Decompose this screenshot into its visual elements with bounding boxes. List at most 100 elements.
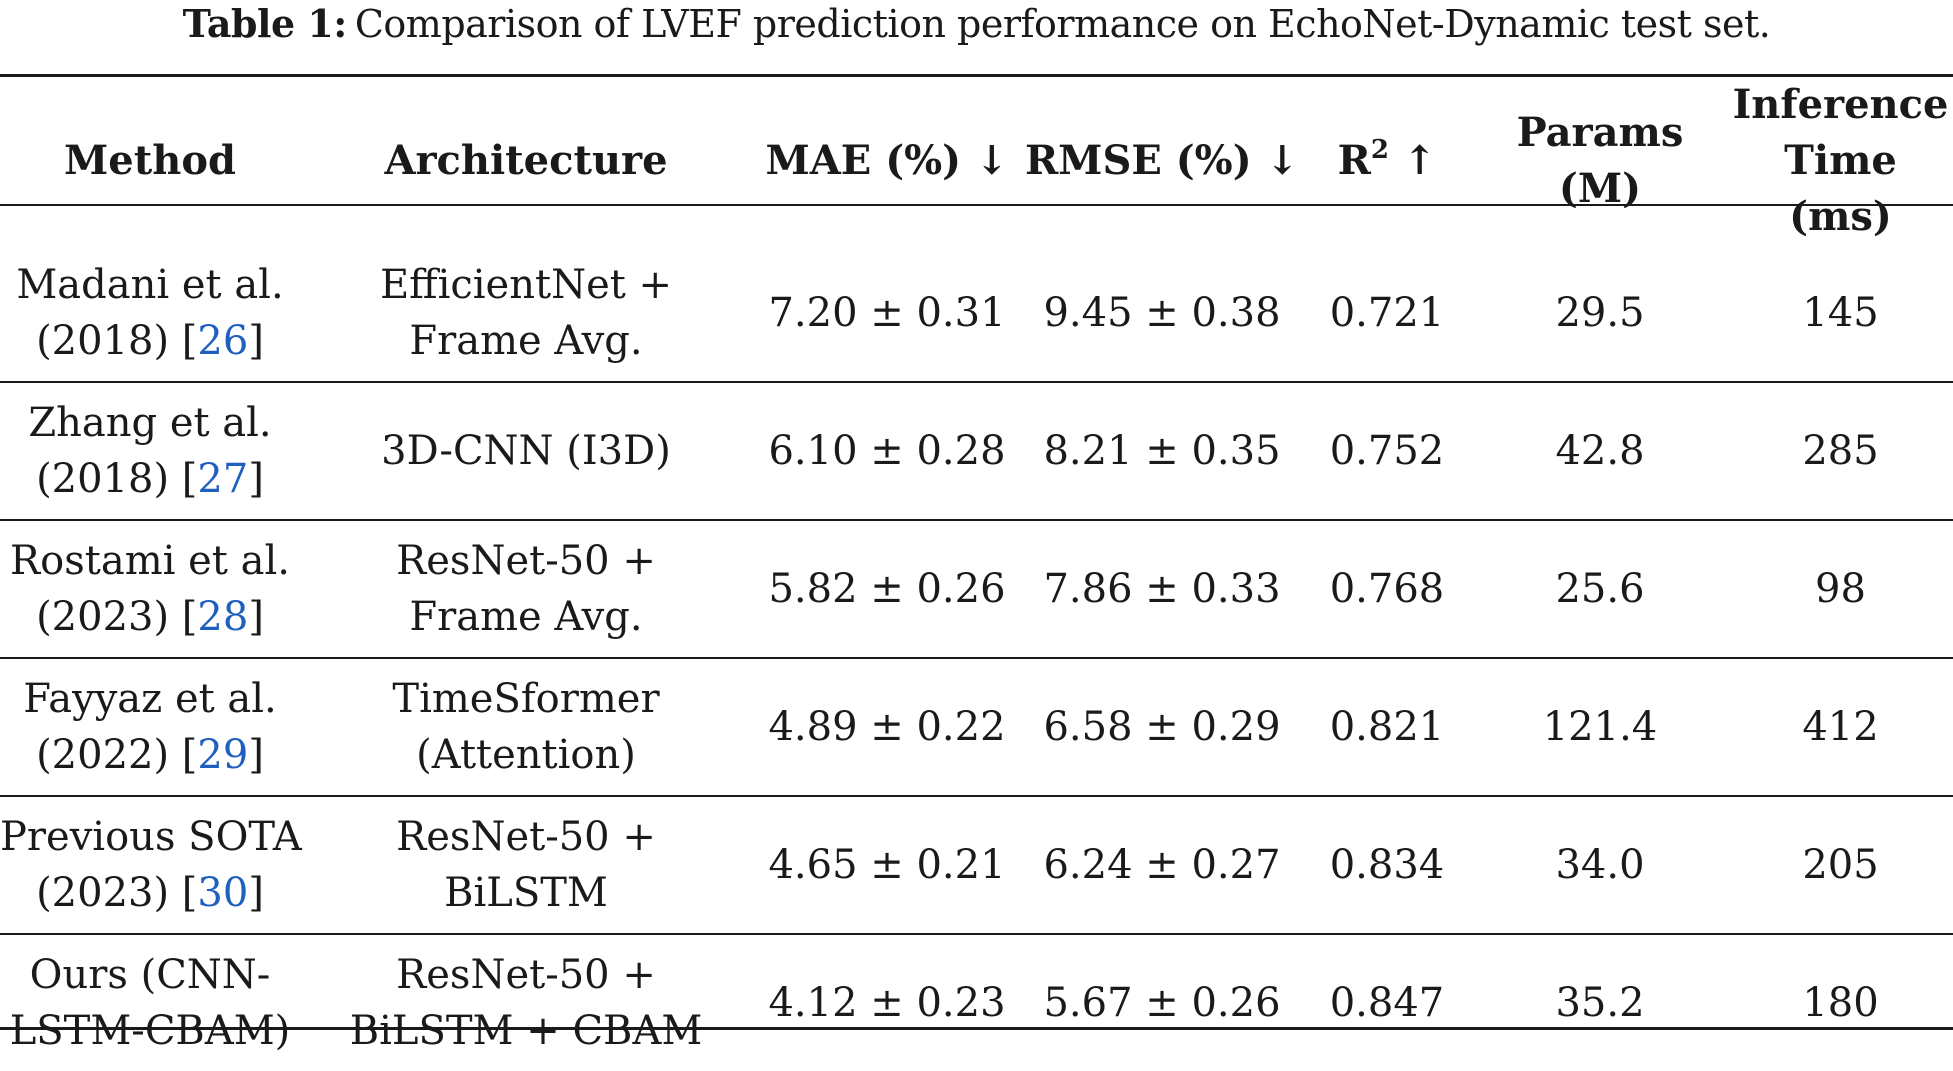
method-year-close: ] [248, 456, 264, 502]
citation-link[interactable]: 27 [197, 456, 249, 502]
architecture-line1: 3D-CNN (I3D) [381, 428, 671, 474]
method-name: Rostami et al. [10, 538, 290, 584]
caption-text: Comparison of LVEF prediction performanc… [354, 2, 1771, 46]
table-row: Zhang et al. (2018) [27] 3D-CNN (I3D) 6.10 … [0, 381, 1953, 520]
cell-architecture: EfficientNet + Frame Avg. [300, 245, 752, 382]
architecture-line1: TimeSformer [392, 676, 660, 722]
method-year-close: ] [248, 594, 264, 640]
cell-architecture: 3D-CNN (I3D) [300, 381, 752, 520]
table-row: Madani et al. (2018) [26] EfficientNet + Fr… [0, 245, 1953, 382]
cell-params: 35.2 [1472, 933, 1728, 1071]
cell-method: Previous SOTA (2023) [30] [0, 795, 302, 934]
citation-link[interactable]: 26 [197, 318, 249, 364]
architecture-line1: ResNet-50 + [396, 952, 656, 998]
method-year-close: ] [248, 318, 264, 364]
method-name-cont: LSTM-CBAM) [9, 1008, 291, 1054]
method-year: (2023) [28] [0, 589, 300, 645]
method-year-text: (2023) [ [36, 594, 198, 640]
header-params: Params (M) [1516, 109, 1684, 212]
table-body: Madani et al. (2018) [26] EfficientNet + Fr… [0, 245, 1953, 1071]
cell-architecture: ResNet-50 + BiLSTM + CBAM [300, 933, 752, 1071]
architecture-line1: ResNet-50 + [396, 538, 656, 584]
method-name: Fayyaz et al. [23, 676, 277, 722]
table-row: Previous SOTA (2023) [30] ResNet-50 + BiLST… [0, 795, 1953, 934]
cell-method: Fayyaz et al. (2022) [29] [0, 657, 300, 796]
header-r2-arrow: ↑ [1388, 137, 1437, 184]
cell-rmse: 6.24 ± 0.27 [1022, 795, 1302, 934]
cell-mae: 4.12 ± 0.23 [752, 933, 1022, 1071]
architecture-line2: Frame Avg. [409, 594, 643, 640]
cell-r2: 0.847 [1302, 933, 1472, 1071]
cell-params: 34.0 [1472, 795, 1728, 934]
cell-rmse: 5.67 ± 0.26 [1022, 933, 1302, 1071]
header-inference: Inference Time (ms) [1728, 77, 1953, 245]
table-caption: Table 1: Comparison of LVEF prediction pe… [0, 0, 1953, 50]
table-row: Fayyaz et al. (2022) [29] TimeSformer (Atte… [0, 657, 1953, 796]
top-rule [0, 74, 1953, 77]
method-year-text: (2022) [ [36, 732, 198, 778]
cell-architecture: TimeSformer (Attention) [300, 657, 752, 796]
method-year: (2023) [30] [0, 865, 300, 921]
cell-inference: 412 [1728, 657, 1953, 796]
method-year: (2018) [27] [0, 451, 300, 507]
cell-rmse: 9.45 ± 0.38 [1043, 290, 1281, 336]
cell-inference: 98 [1728, 519, 1953, 658]
header-method: Method [64, 137, 236, 184]
header-rule [0, 204, 1953, 206]
cell-rmse: 6.58 ± 0.29 [1022, 657, 1302, 796]
caption-label: Table 1: [182, 1, 348, 46]
cell-method: Ours (CNN- LSTM-CBAM) [0, 933, 300, 1071]
header-architecture: Architecture [384, 137, 668, 184]
citation-link[interactable]: 30 [197, 870, 249, 916]
cell-method: Madani et al. (2018) [26] [0, 245, 300, 382]
architecture-line1: EfficientNet + [379, 262, 673, 308]
cell-method: Zhang et al. (2018) [27] [0, 381, 300, 520]
method-year: (2018) [26] [0, 313, 300, 369]
header-inference-line2: Time (ms) [1784, 137, 1897, 240]
cell-architecture: ResNet-50 + Frame Avg. [300, 519, 752, 658]
header-r2: R2 ↑ [1302, 77, 1472, 245]
results-table: Method Architecture MAE (%) ↓ RMSE (%) ↓… [0, 77, 1953, 1071]
cell-r2: 0.768 [1302, 519, 1472, 658]
method-name: Zhang et al. [28, 400, 272, 446]
method-year-close: ] [248, 732, 264, 778]
cell-params: 42.8 [1472, 381, 1728, 520]
header-r2-superscript: 2 [1370, 135, 1389, 165]
cell-mae: 5.82 ± 0.26 [752, 519, 1022, 658]
method-year-text: (2018) [ [36, 318, 198, 364]
cell-params: 29.5 [1555, 290, 1645, 336]
cell-inference: 285 [1728, 381, 1953, 520]
citation-link[interactable]: 28 [197, 594, 249, 640]
citation-link[interactable]: 29 [197, 732, 249, 778]
cell-mae: 6.10 ± 0.28 [752, 381, 1022, 520]
cell-rmse: 8.21 ± 0.35 [1022, 381, 1302, 520]
cell-inference: 205 [1728, 795, 1953, 934]
cell-r2: 0.721 [1329, 290, 1445, 336]
architecture-line1: ResNet-50 + [396, 814, 656, 860]
header-mae: MAE (%) ↓ [765, 137, 1009, 184]
cell-architecture: ResNet-50 + BiLSTM [300, 795, 752, 934]
cell-r2: 0.821 [1302, 657, 1472, 796]
method-year: (2022) [29] [0, 727, 300, 783]
method-year-text: (2023) [ [36, 870, 198, 916]
cell-r2: 0.752 [1302, 381, 1472, 520]
method-year-close: ] [248, 870, 264, 916]
cell-mae: 4.89 ± 0.22 [752, 657, 1022, 796]
cell-r2: 0.834 [1302, 795, 1472, 934]
header-inference-line1: Inference [1732, 81, 1949, 128]
cell-method: Rostami et al. (2023) [28] [0, 519, 300, 658]
method-name: Ours (CNN- [29, 952, 271, 998]
header-row: Method Architecture MAE (%) ↓ RMSE (%) ↓… [0, 77, 1953, 245]
cell-params: 25.6 [1472, 519, 1728, 658]
cell-params: 121.4 [1472, 657, 1728, 796]
architecture-line2: (Attention) [416, 732, 636, 778]
table-row: Ours (CNN- LSTM-CBAM) ResNet-50 + BiLSTM + … [0, 933, 1953, 1071]
cell-mae: 7.20 ± 0.31 [768, 290, 1006, 336]
cell-inference: 180 [1728, 933, 1953, 1071]
header-rmse: RMSE (%) ↓ [1024, 137, 1300, 184]
cell-rmse: 7.86 ± 0.33 [1022, 519, 1302, 658]
method-year-text: (2018) [ [36, 456, 198, 502]
architecture-line2: Frame Avg. [409, 318, 643, 364]
table-row: Rostami et al. (2023) [28] ResNet-50 + Fram… [0, 519, 1953, 658]
cell-inference: 145 [1802, 290, 1879, 336]
